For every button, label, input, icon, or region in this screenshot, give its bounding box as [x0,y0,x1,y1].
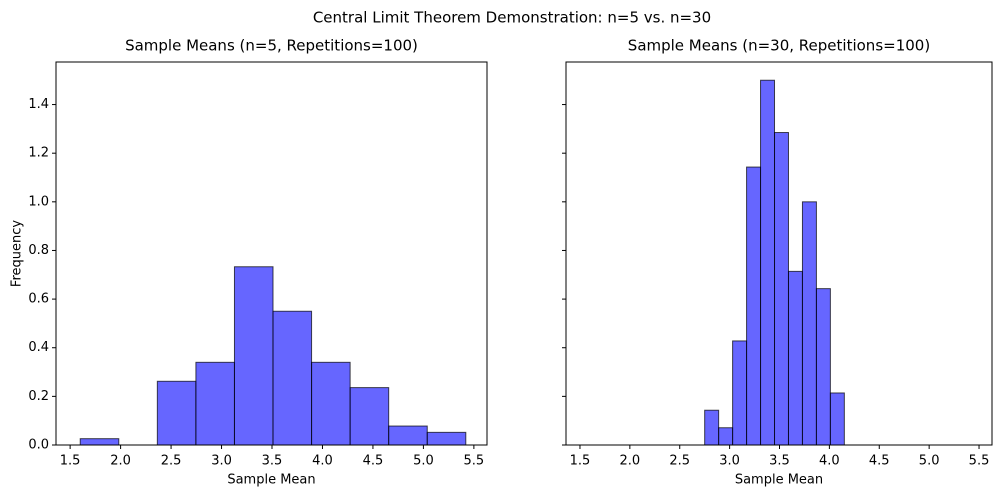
x-tick-label: 4.5 [363,454,384,469]
x-tick-label: 1.5 [60,454,81,469]
bar [801,201,817,446]
bar [156,380,197,446]
bar [388,425,428,446]
y-tick-label: 0.6 [28,292,49,307]
bar [704,409,720,446]
x-tick-label: 5.0 [413,454,434,469]
axes-frame [55,61,488,446]
y-tick-label: 0.8 [28,243,49,258]
bar [426,431,467,446]
x-tick-label: 2.0 [110,454,131,469]
y-tick-label: 1.2 [28,146,49,161]
bar [233,266,274,446]
x-tick-label: 2.0 [620,454,641,469]
x-tick-label: 3.0 [719,454,740,469]
y-tick-label: 0.2 [28,389,49,404]
bar [272,310,313,446]
x-tick-label: 5.5 [464,454,485,469]
bar [746,166,762,446]
x-tick-label: 2.5 [669,454,690,469]
bar [732,340,748,446]
axes-frame [565,61,993,446]
figure-title: Central Limit Theorem Demonstration: n=5… [313,9,711,27]
bar [311,361,351,446]
bar [760,79,776,446]
bar [787,270,803,446]
bar [349,387,390,446]
bar [718,427,734,446]
y-tick-label: 0.0 [28,438,49,453]
bar [829,392,845,446]
x-tick-label: 4.0 [819,454,840,469]
bar [774,132,789,446]
x-axis-label: Sample Mean [227,473,315,488]
x-tick-label: 3.0 [211,454,232,469]
y-axis-label: Frequency [10,220,25,287]
y-tick-label: 1.0 [28,194,49,209]
x-tick-label: 5.0 [919,454,940,469]
bar [195,361,235,446]
y-tick-label: 1.4 [28,97,49,112]
bar [79,438,120,446]
x-tick-label: 4.0 [312,454,333,469]
x-tick-label: 3.5 [769,454,790,469]
x-tick-label: 4.5 [869,454,890,469]
x-tick-label: 3.5 [262,454,283,469]
x-tick-label: 2.5 [161,454,182,469]
x-tick-label: 1.5 [570,454,591,469]
bar [815,288,831,446]
x-axis-label: Sample Mean [735,473,823,488]
y-tick-label: 0.4 [28,340,49,355]
x-tick-label: 5.5 [969,454,990,469]
axes-title: Sample Means (n=30, Repetitions=100) [628,37,930,55]
axes-title: Sample Means (n=5, Repetitions=100) [125,37,418,55]
